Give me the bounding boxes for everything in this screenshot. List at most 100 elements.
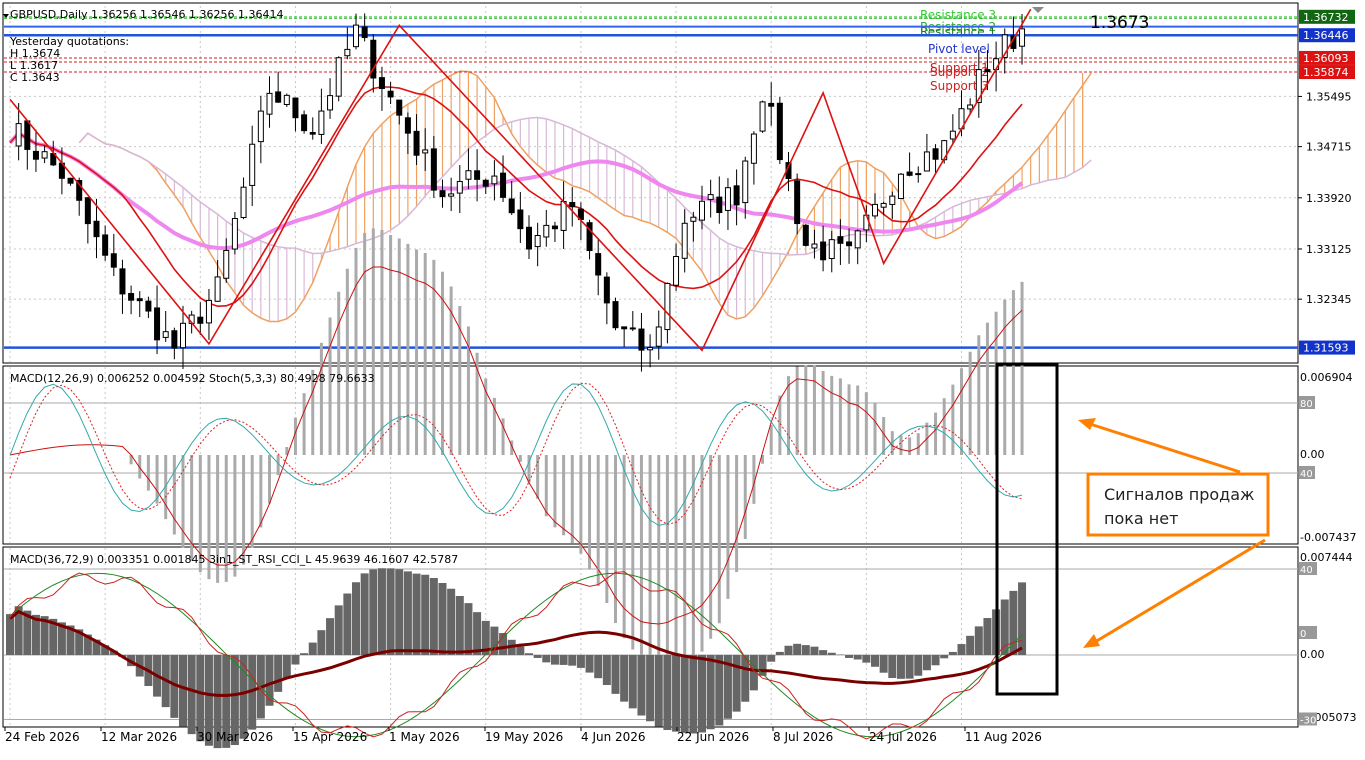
bull-candle: [344, 48, 351, 57]
bear-candle: [517, 209, 524, 230]
annotation-box: [1086, 472, 1270, 537]
bear-candle: [474, 170, 481, 180]
price-tag: [1299, 28, 1355, 43]
axis-label: 1.33125: [1306, 243, 1352, 256]
bull-candle: [327, 95, 334, 111]
price-tag-text: 1.31593: [1303, 342, 1349, 355]
yesterday-high: H 1.3674: [10, 47, 60, 60]
bear-candle: [309, 132, 316, 135]
x-axis-label: 4 Jun 2026: [581, 730, 646, 744]
bear-candle: [794, 180, 801, 225]
price-tag: [1299, 9, 1355, 24]
macd2-title: MACD(36,72,9) 0.003351 0.001845 3in1_ST_…: [10, 553, 458, 566]
yesterday-title: Yesterday quotations:: [9, 35, 129, 48]
moving-averages: [8, 86, 1024, 308]
level-tag-text: 40: [1300, 565, 1313, 576]
yesterday-low: L 1.3617: [10, 59, 58, 72]
x-axis-label: 22 Jun 2026: [677, 730, 749, 744]
bear-candle: [110, 253, 117, 268]
bear-candle: [292, 97, 299, 119]
bear-candle: [638, 328, 645, 351]
bear-candle: [154, 307, 161, 341]
zigzag-path: [9, 8, 1032, 352]
axis-label: 1.34715: [1306, 141, 1352, 154]
dropdown-triangle-icon[interactable]: [3, 14, 9, 18]
level-tag: [1299, 396, 1315, 409]
bull-candle: [223, 249, 230, 279]
x-axis-label: 1 May 2026: [389, 730, 460, 744]
x-axis-label: 11 Aug 2026: [965, 730, 1042, 744]
x-axis-label: 24 Feb 2026: [5, 730, 80, 744]
bear-candle: [569, 202, 576, 208]
bull-candle: [673, 256, 680, 286]
bear-candle: [145, 300, 152, 312]
bull-candle: [205, 299, 212, 324]
macd1-indicator: 0.006904 0.00 -0.007437 80 40: [4, 228, 1356, 666]
bull-candle: [456, 180, 463, 194]
bull-candle: [975, 69, 982, 104]
bull-candle: [949, 130, 956, 140]
bear-candle: [396, 99, 403, 116]
macd1-axis-label: 0.006904: [1300, 371, 1353, 384]
zigzag-line: [9, 8, 1032, 352]
x-axis-label: 15 Apr 2026: [293, 730, 367, 744]
bear-candle: [378, 77, 385, 90]
arrow-head-top-icon: [1078, 418, 1096, 430]
x-axis-label: 19 May 2026: [485, 730, 563, 744]
bear-candle: [551, 225, 558, 230]
macd2-axis-label: 0.00: [1300, 648, 1325, 661]
bear-candle: [915, 173, 922, 176]
bear-candle: [612, 301, 619, 329]
level-label: Support 3: [930, 79, 989, 93]
bull-candle: [897, 173, 904, 200]
bear-candle: [621, 326, 628, 330]
bear-candle: [932, 148, 939, 160]
bear-candle: [361, 26, 368, 39]
bull-candle: [880, 202, 887, 208]
bear-candle: [820, 241, 827, 261]
x-axis-label: 24 Jul 2026: [869, 730, 937, 744]
bull-candle: [491, 175, 498, 185]
bear-candle: [93, 220, 100, 238]
arrow-head-bottom-icon: [1083, 634, 1100, 648]
bull-candle: [335, 57, 342, 97]
bull-candle: [759, 101, 766, 132]
bull-candle: [647, 347, 654, 351]
level-label: Pivot level: [928, 42, 990, 56]
level-tag-text: -30: [1300, 716, 1316, 727]
annotation-arrow-bottom: [1094, 538, 1266, 644]
bull-candle: [828, 239, 835, 259]
bull-candle: [318, 110, 325, 135]
bull-candle: [655, 326, 662, 347]
bull-candle: [889, 195, 896, 205]
bull-candle: [422, 149, 429, 154]
ichimoku-cloud: [78, 70, 1092, 323]
bull-candle: [872, 203, 878, 217]
bull-candle: [214, 276, 221, 302]
bull-candle: [854, 230, 861, 249]
level-tag-text: 0: [1300, 629, 1306, 640]
bull-candle: [543, 224, 550, 238]
cloud-span-b: [78, 116, 1092, 256]
bear-candle: [508, 198, 515, 214]
bull-candle: [967, 104, 974, 110]
bull-candle: [560, 200, 567, 231]
axis-label: 1.35495: [1306, 90, 1352, 103]
bear-candle: [846, 241, 853, 247]
bear-candle: [733, 185, 740, 206]
annotation-line-2: пока нет: [1104, 509, 1178, 528]
bear-candle: [32, 150, 39, 160]
bear-candle: [430, 148, 437, 191]
cci-line: [9, 571, 1023, 740]
bear-candle: [67, 177, 74, 184]
bear-candle: [171, 330, 178, 349]
bear-candle: [906, 171, 913, 176]
bull-candle: [629, 327, 636, 330]
bear-candle: [586, 222, 593, 252]
price-tag-text: 1.35874: [1303, 66, 1349, 79]
bear-candle: [404, 117, 411, 134]
bear-candle: [197, 316, 204, 324]
bull-candle: [699, 200, 705, 221]
